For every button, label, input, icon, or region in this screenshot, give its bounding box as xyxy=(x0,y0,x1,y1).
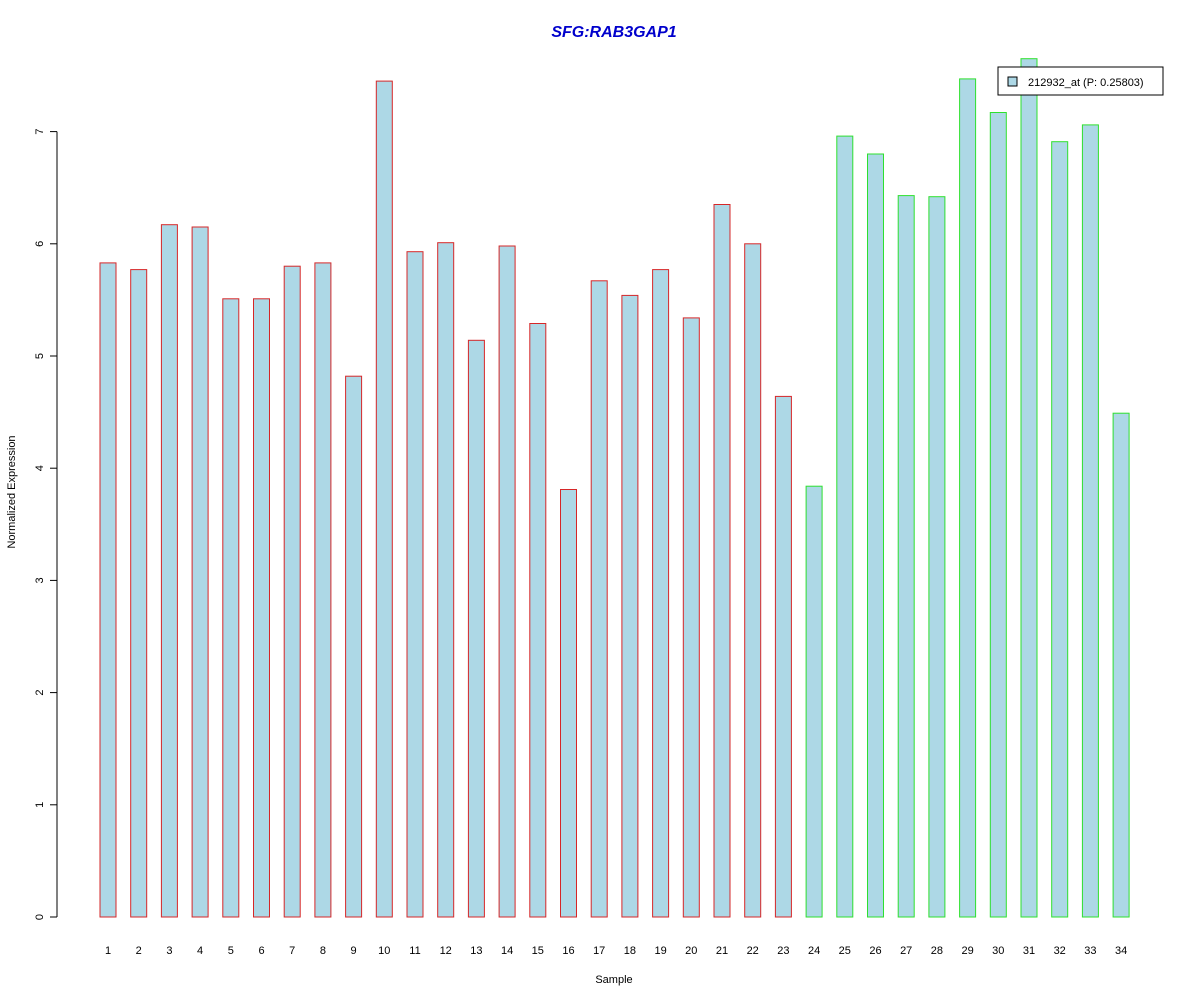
bar xyxy=(345,375,363,918)
bars xyxy=(99,58,1130,918)
y-tick-label: 7 xyxy=(34,129,46,135)
bar xyxy=(652,269,670,918)
bar xyxy=(989,112,1007,918)
x-tick-label: 7 xyxy=(289,945,295,957)
x-tick-label: 6 xyxy=(258,945,264,957)
legend-box xyxy=(997,66,1164,96)
y-tick-label: 6 xyxy=(34,241,46,247)
bar xyxy=(498,245,516,918)
x-tick-label: 10 xyxy=(378,945,390,957)
bar xyxy=(836,135,854,918)
x-tick-label: 25 xyxy=(839,945,851,957)
x-tick-label: 19 xyxy=(654,945,666,957)
y-axis: 0 1 2 3 4 5 6 7 xyxy=(34,129,58,920)
bar xyxy=(253,298,270,918)
x-tick-label: 18 xyxy=(624,945,636,957)
x-tick-label: 33 xyxy=(1084,945,1096,957)
bar xyxy=(1051,141,1069,918)
bar xyxy=(191,226,209,918)
x-tick-label: 3 xyxy=(166,945,172,957)
x-axis-label: Sample xyxy=(595,974,632,986)
x-tick-label: 26 xyxy=(869,945,881,957)
x-tick-label: 9 xyxy=(351,945,357,957)
x-tick-label: 32 xyxy=(1054,945,1066,957)
legend-label: 212932_at (P: 0.25803) xyxy=(1028,77,1144,89)
x-tick-label: 13 xyxy=(470,945,482,957)
y-tick-label: 3 xyxy=(34,577,46,583)
x-tick-label: 24 xyxy=(808,945,820,957)
bar xyxy=(160,224,178,918)
x-tick-label: 17 xyxy=(593,945,605,957)
bar xyxy=(283,265,301,918)
bar xyxy=(774,395,792,918)
bar xyxy=(222,298,240,918)
bar xyxy=(805,485,823,918)
legend: 212932_at (P: 0.25803) xyxy=(997,66,1164,96)
x-tick-label: 31 xyxy=(1023,945,1035,957)
bar xyxy=(130,269,148,918)
x-tick-label: 28 xyxy=(931,945,943,957)
x-tick-label: 20 xyxy=(685,945,697,957)
bar xyxy=(867,153,884,918)
x-tick-label: 29 xyxy=(961,945,973,957)
y-tick-label: 0 xyxy=(34,914,46,920)
bar xyxy=(467,339,485,918)
bar xyxy=(713,204,731,918)
x-tick-label: 5 xyxy=(228,945,234,957)
x-tick-label: 1 xyxy=(105,945,111,957)
bar xyxy=(99,262,117,918)
x-tick-label: 22 xyxy=(747,945,759,957)
bar xyxy=(406,251,424,918)
x-tick-label: 27 xyxy=(900,945,912,957)
bar xyxy=(959,78,977,918)
bar xyxy=(897,195,915,918)
bar xyxy=(314,262,332,918)
x-tick-labels: 1 2 3 4 5 6 7 8 9 10 11 12 13 14 15 16 17 18 19 20 21 22 23 24 2… xyxy=(105,945,1127,957)
y-tick-label: 2 xyxy=(34,690,46,696)
x-tick-label: 16 xyxy=(562,945,574,957)
x-tick-label: 34 xyxy=(1115,945,1127,957)
bar xyxy=(1081,124,1099,918)
bar xyxy=(1020,58,1038,918)
bar xyxy=(744,243,762,918)
x-tick-label: 11 xyxy=(409,945,420,957)
y-tick-label: 5 xyxy=(34,353,46,359)
bar xyxy=(529,323,547,918)
chart-title: SFG:RAB3GAP1 xyxy=(551,24,676,41)
x-tick-label: 4 xyxy=(197,945,203,957)
x-tick-label: 8 xyxy=(320,945,326,957)
y-tick-label: 1 xyxy=(34,802,46,808)
bar xyxy=(375,80,393,918)
y-tick-label: 4 xyxy=(34,465,46,471)
x-tick-label: 23 xyxy=(777,945,789,957)
legend-swatch xyxy=(1007,76,1018,87)
bar xyxy=(437,242,455,918)
x-tick-label: 14 xyxy=(501,945,513,957)
x-tick-label: 21 xyxy=(716,945,728,957)
x-tick-label: 2 xyxy=(136,945,142,957)
bar xyxy=(621,294,639,918)
x-tick-label: 30 xyxy=(992,945,1004,957)
x-tick-label: 12 xyxy=(440,945,452,957)
bar xyxy=(1112,412,1130,918)
bar xyxy=(682,317,700,918)
bar xyxy=(928,196,946,918)
bar xyxy=(560,489,577,918)
x-tick-label: 15 xyxy=(532,945,544,957)
y-axis-label: Normalized Expression xyxy=(6,435,18,548)
bar xyxy=(590,280,608,918)
